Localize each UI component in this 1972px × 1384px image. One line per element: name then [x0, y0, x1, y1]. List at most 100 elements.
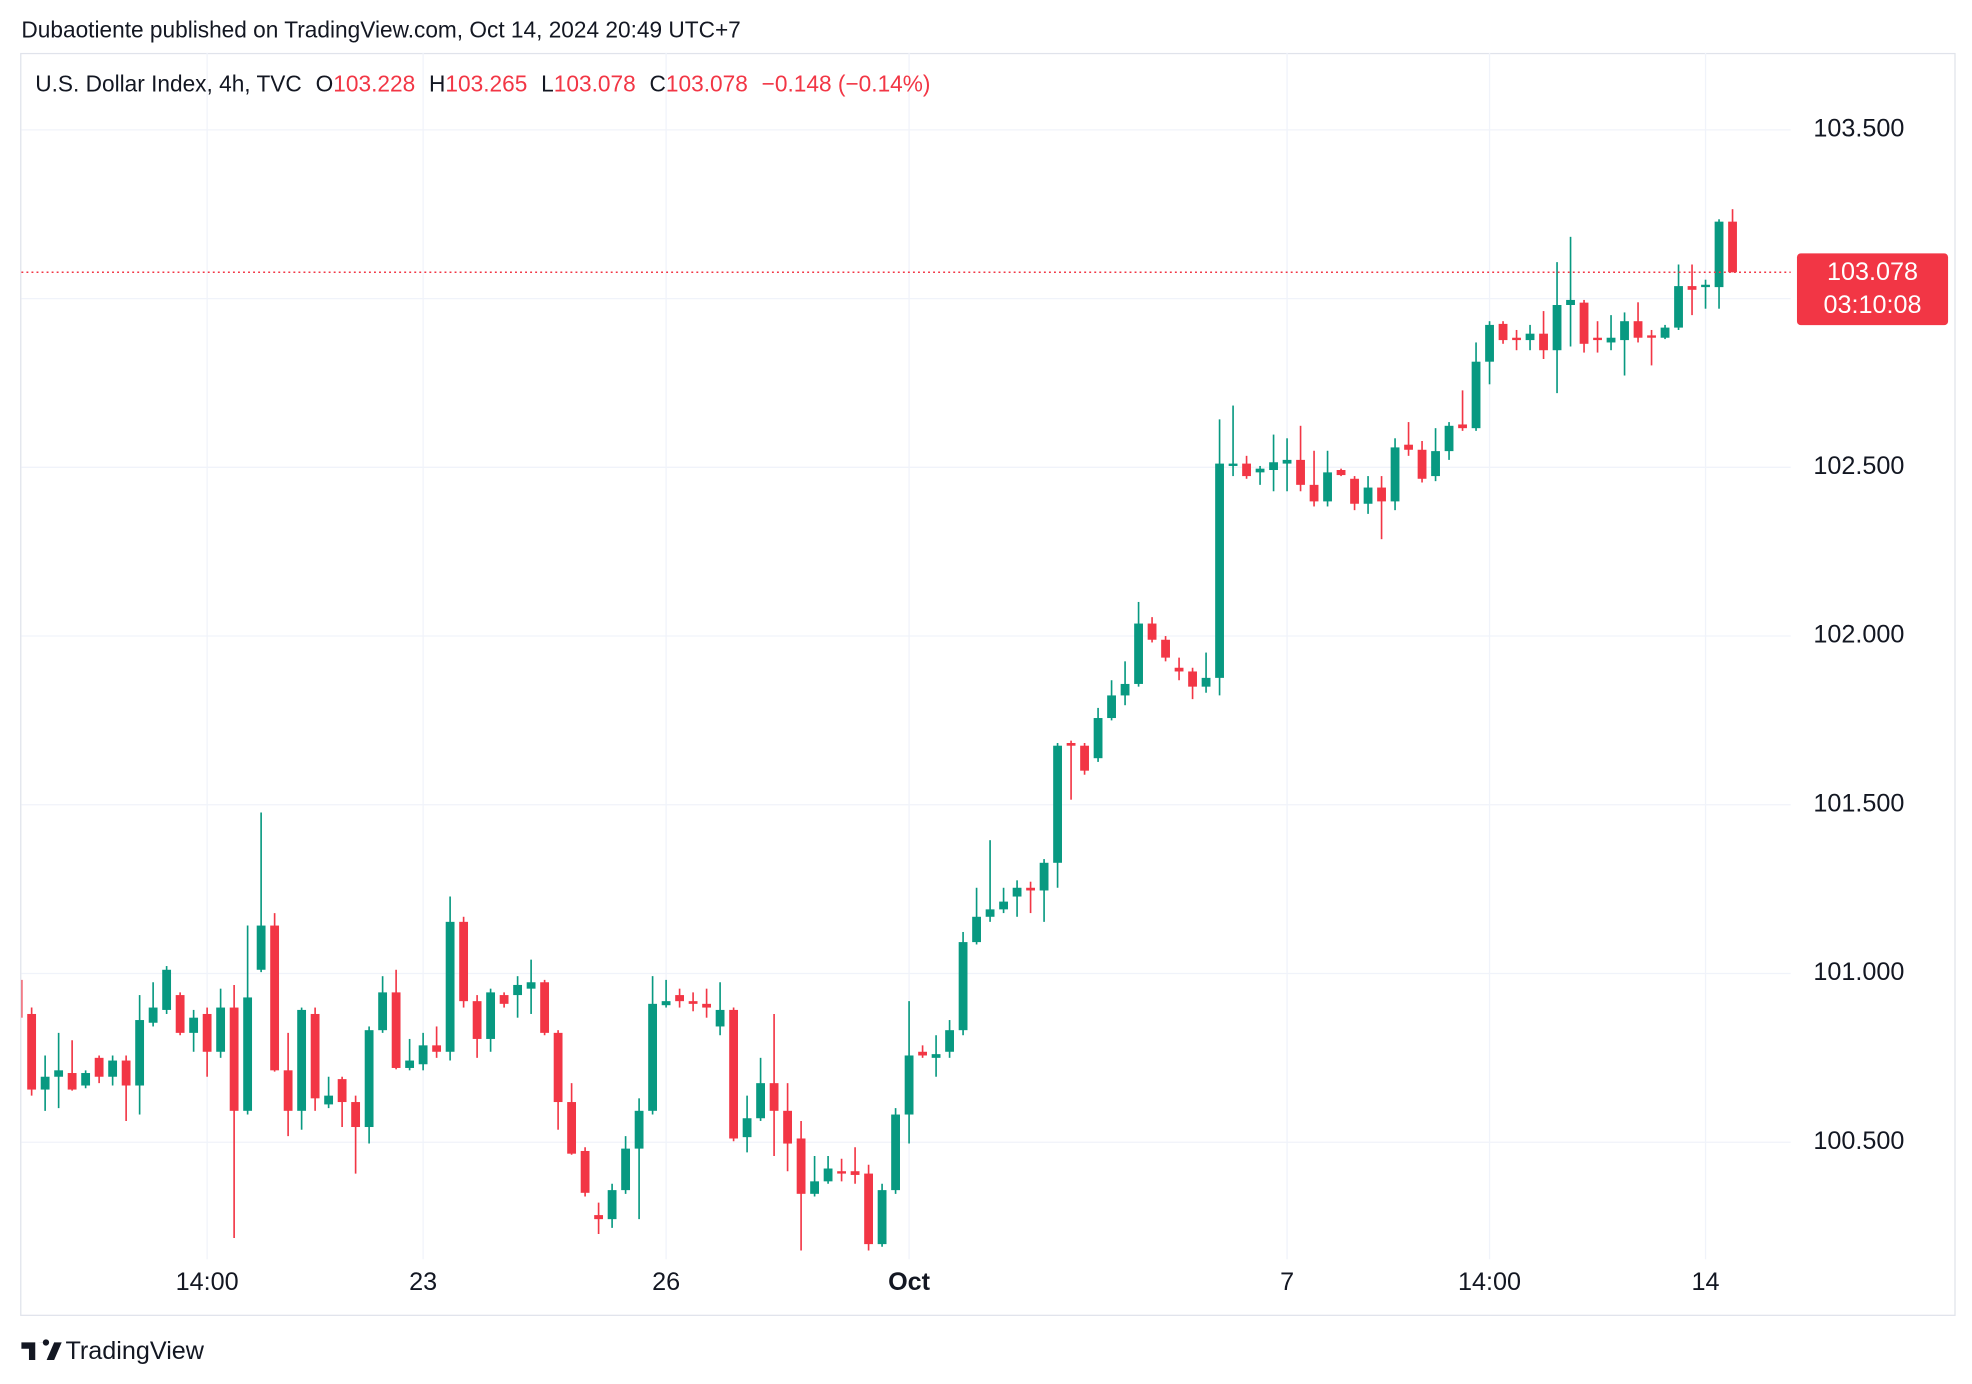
candle-body — [513, 984, 523, 996]
candle-body — [1134, 623, 1143, 684]
candle-body — [54, 1070, 64, 1077]
candle-body — [297, 1009, 307, 1111]
candle-body — [1107, 695, 1116, 719]
candle-body — [189, 1017, 199, 1033]
candle-body — [1147, 623, 1157, 640]
candle-body — [391, 992, 401, 1068]
candle-body — [1282, 459, 1292, 464]
candle-body — [324, 1095, 334, 1105]
candle-body — [1633, 321, 1643, 338]
low-label: L — [541, 71, 554, 97]
candle-body — [702, 1003, 712, 1008]
candle-body — [769, 1083, 779, 1111]
candle-body — [1566, 299, 1575, 305]
candle-body — [918, 1051, 927, 1056]
candle-body — [378, 992, 388, 1031]
candle-body — [337, 1079, 347, 1103]
candle-body — [405, 1060, 415, 1068]
candle-body — [1242, 463, 1251, 477]
candle-body — [729, 1009, 739, 1139]
logo: TradingView — [21, 1337, 205, 1365]
open-value: 103.228 — [333, 71, 415, 97]
price-tag-value: 103.078 — [1827, 258, 1918, 286]
candle-body — [351, 1102, 361, 1128]
candle-body — [1552, 304, 1562, 351]
y-tick-label: 100.500 — [1813, 1127, 1904, 1155]
candle-body — [945, 1030, 954, 1052]
candle-body — [1606, 337, 1616, 343]
y-tick-label: 101.000 — [1813, 958, 1904, 986]
candle-body — [1201, 677, 1211, 687]
candle-body — [1714, 221, 1724, 288]
high-value: 103.265 — [445, 71, 527, 97]
candle-body — [1471, 361, 1481, 429]
candle-body — [148, 1007, 158, 1023]
candle-body — [1363, 487, 1373, 504]
candle-body — [1228, 463, 1238, 466]
candle-body — [1066, 743, 1076, 746]
candle-body — [891, 1114, 900, 1191]
candle-body — [67, 1073, 77, 1090]
x-tick-label: 14 — [1692, 1268, 1720, 1296]
y-tick-label: 103.500 — [1813, 115, 1904, 143]
candle-body — [1093, 718, 1103, 759]
candle-body — [202, 1013, 212, 1052]
candle-body — [810, 1181, 819, 1194]
candle-body — [364, 1030, 374, 1128]
candle-body — [783, 1110, 792, 1144]
candle-body — [1620, 321, 1629, 341]
candle-body — [756, 1083, 765, 1119]
candle-body — [1687, 286, 1697, 290]
candle-body — [486, 992, 496, 1039]
chart-frame — [20, 52, 1956, 1316]
open-label: O — [316, 71, 334, 97]
candle-body — [432, 1045, 442, 1052]
close-value: 103.078 — [666, 71, 748, 97]
candle-body — [1539, 333, 1548, 351]
candle-body — [1431, 451, 1440, 477]
candle-body — [270, 925, 280, 1071]
candle-body — [688, 1001, 698, 1004]
candle-body — [445, 921, 455, 1052]
candle-body — [634, 1110, 644, 1149]
candle-body — [21, 979, 23, 1018]
candle-body — [985, 909, 995, 917]
candle-body — [1390, 447, 1400, 502]
brand: TradingView — [65, 1337, 204, 1365]
candle-body — [243, 997, 253, 1111]
candle-body — [661, 1001, 671, 1006]
candles — [21, 209, 1737, 1251]
candle-body — [540, 982, 550, 1033]
candle-body — [256, 925, 266, 970]
candle-body — [1269, 462, 1278, 471]
candle-body — [1593, 337, 1602, 341]
candle-body — [621, 1148, 631, 1191]
x-tick-label: 14:00 — [1458, 1268, 1521, 1296]
candle-body — [459, 921, 469, 1002]
y-tick-label: 101.500 — [1813, 789, 1904, 817]
candle-body — [1350, 478, 1359, 504]
candle-body — [1026, 887, 1035, 891]
candle-body — [796, 1138, 806, 1194]
candle-body — [27, 1013, 37, 1090]
candle-body — [904, 1055, 914, 1115]
x-tick-label: 7 — [1280, 1268, 1294, 1296]
candle-body — [40, 1076, 50, 1090]
candle-body — [472, 1001, 482, 1039]
candle-body — [580, 1150, 590, 1193]
candle-body — [1525, 333, 1535, 341]
candle-body — [1309, 484, 1319, 502]
candle-body — [972, 916, 981, 943]
candle-body — [823, 1168, 833, 1182]
candle-body — [1485, 324, 1494, 362]
candle-body — [1674, 286, 1683, 328]
candle-body — [553, 1032, 563, 1103]
candle-body — [108, 1060, 118, 1077]
candle-body — [162, 969, 172, 1010]
candle-body — [94, 1057, 104, 1077]
candle-body — [216, 1007, 226, 1052]
price-tag-countdown: 03:10:08 — [1824, 291, 1922, 319]
candle-body — [499, 995, 509, 1004]
